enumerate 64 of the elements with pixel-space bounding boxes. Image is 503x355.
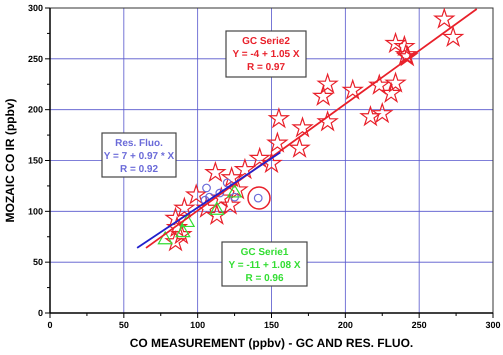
point — [230, 192, 239, 202]
point — [202, 184, 211, 192]
y-axis-title: MOZAIC CO IR (ppbv) — [3, 98, 17, 222]
text: GC Serie1 — [240, 247, 289, 258]
x-tick-label: 150 — [264, 320, 280, 330]
point — [292, 117, 313, 137]
point — [318, 74, 338, 93]
point — [234, 159, 255, 178]
point — [206, 204, 227, 224]
point — [174, 198, 194, 217]
x-tick-label: 200 — [338, 320, 353, 330]
annotation: Y = -4 + 1.05 X — [232, 49, 300, 60]
point — [166, 208, 186, 228]
x-tick-label: 100 — [190, 320, 206, 330]
point — [158, 231, 173, 244]
point — [386, 72, 406, 92]
y-tick-label: 100 — [28, 206, 43, 216]
annotation: R = 0.97 — [246, 62, 286, 73]
point — [166, 231, 186, 250]
point — [372, 103, 392, 122]
point — [342, 80, 363, 99]
point — [180, 214, 195, 228]
point — [267, 132, 288, 152]
point — [434, 8, 454, 28]
y-tick-label: 200 — [28, 104, 43, 115]
x-tick-label: 0 — [47, 320, 53, 330]
point — [261, 153, 282, 172]
point — [186, 184, 206, 204]
annotation: R = 0.92 — [120, 164, 158, 175]
point — [211, 188, 232, 207]
point — [386, 33, 406, 52]
y-tick-label: 300 — [28, 3, 43, 13]
y-tick-label: 0 — [38, 308, 43, 318]
point — [228, 179, 248, 199]
point — [369, 74, 390, 94]
point — [205, 162, 226, 182]
y-tick-label: 150 — [28, 156, 43, 166]
point — [290, 138, 310, 157]
point — [394, 36, 414, 56]
text: GC Serie2 — [242, 36, 290, 47]
point — [313, 86, 334, 106]
point — [166, 217, 188, 236]
point — [268, 108, 289, 128]
point — [443, 26, 464, 46]
y-tick-label: 250 — [28, 54, 43, 64]
x-tick-label: 300 — [485, 320, 501, 330]
point — [381, 82, 402, 102]
point — [222, 167, 242, 186]
text: Res. Fluo. — [115, 138, 164, 149]
point — [222, 178, 232, 188]
x-tick-label: 50 — [118, 320, 129, 330]
point — [360, 106, 380, 126]
x-tick-label: 250 — [412, 320, 427, 330]
point — [196, 198, 217, 217]
annotation: R = 0.96 — [245, 273, 284, 284]
point — [171, 224, 192, 244]
point — [318, 111, 338, 130]
y-tick-label: 50 — [32, 257, 43, 268]
point — [220, 194, 240, 214]
annotation: Y = 7 + 0.97 * X — [104, 151, 175, 162]
annotation: Y = -11 + 1.08 X — [228, 260, 301, 271]
point — [250, 148, 270, 168]
x-axis-title: CO MEASUREMENT (ppbv) - GC AND RES. FLUO. — [130, 336, 414, 350]
point — [200, 196, 210, 205]
